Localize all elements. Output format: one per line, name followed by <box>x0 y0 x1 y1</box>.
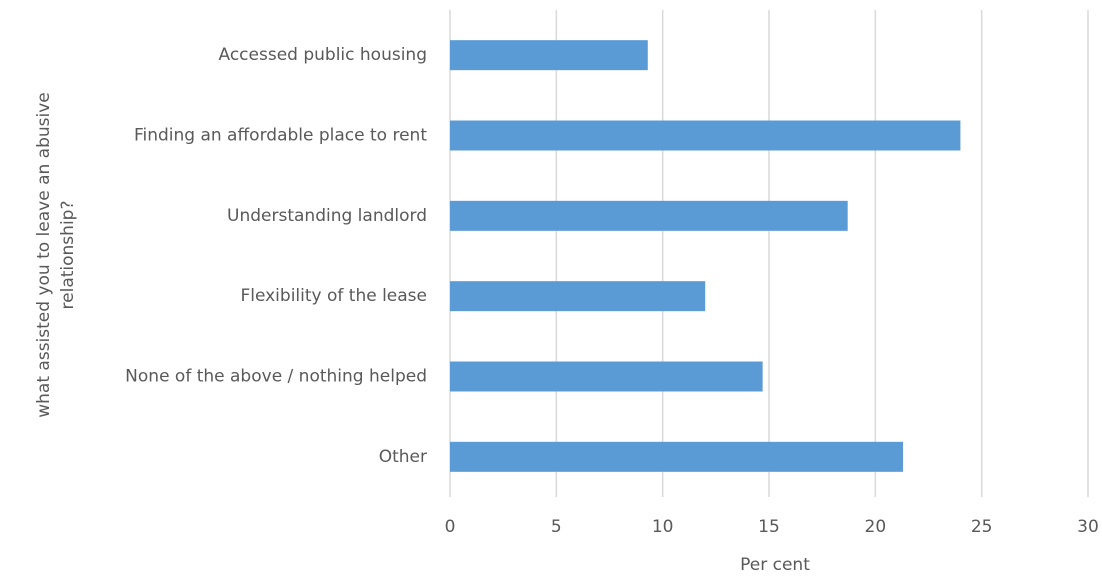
x-tick-label: 0 <box>445 517 456 537</box>
x-tick-label: 20 <box>865 517 887 537</box>
y-tick-label: None of the above / nothing helped <box>125 367 427 387</box>
y-tick-label: Understanding landlord <box>227 206 427 226</box>
y-tick-label: Finding an affordable place to rent <box>134 126 427 146</box>
x-axis-label: Per cent <box>740 555 810 575</box>
x-tick-label: 25 <box>971 517 993 537</box>
bar <box>450 281 706 312</box>
bar <box>450 441 903 472</box>
x-tick-label: 5 <box>551 517 562 537</box>
y-axis-label-group: what assisted you to leave an abusive re… <box>34 92 78 418</box>
y-tick-label: Flexibility of the lease <box>240 286 427 306</box>
y-axis-label: what assisted you to leave an abusive <box>34 92 54 418</box>
y-tick-label: Other <box>379 447 427 467</box>
x-tick-label: 10 <box>652 517 674 537</box>
y-axis-label: relationship? <box>58 201 78 310</box>
bar <box>450 40 648 71</box>
y-tick-label: Accessed public housing <box>219 45 428 65</box>
bar <box>450 200 848 231</box>
bar <box>450 361 763 392</box>
x-tick-label: 15 <box>758 517 780 537</box>
x-tick-label: 30 <box>1077 517 1099 537</box>
bar <box>450 120 961 151</box>
